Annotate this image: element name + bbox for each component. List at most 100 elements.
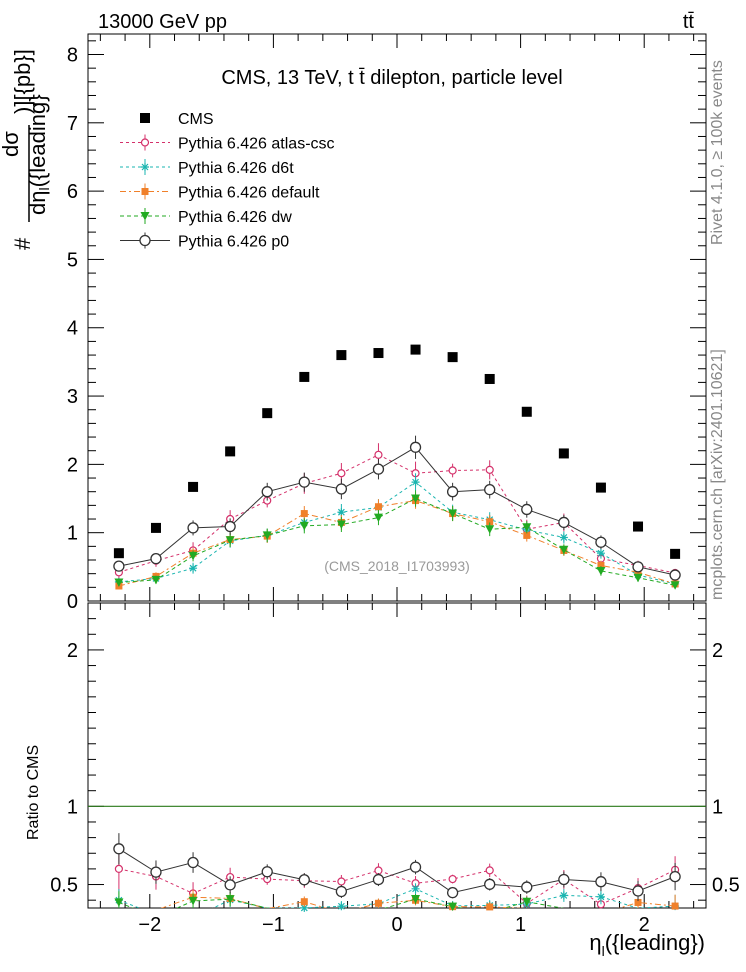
point-p0: [632, 561, 644, 573]
legend: CMS Pythia 6.426 atlas-csc Pythia 6.426 d6…: [120, 111, 335, 251]
cms-data-point: [262, 408, 273, 419]
ratio-point-atlascsc: [374, 866, 383, 875]
ratio-point-d6t: [300, 903, 309, 912]
point-dw: [411, 494, 421, 504]
main-y-tick-label: 5: [67, 249, 78, 271]
point-default: [486, 518, 494, 526]
main-y-tick-label: 7: [67, 113, 78, 135]
legend-marker: [140, 138, 150, 147]
cms-data-point: [225, 446, 236, 457]
ratio-y-tick-label-left: 2: [67, 640, 78, 662]
legend-entry-dw: Pythia 6.426 dw: [120, 208, 292, 226]
legend-label: Pythia 6.426 p0: [178, 234, 289, 251]
legend-label: Pythia 6.426 atlas-csc: [178, 136, 335, 153]
ratio-point-d6t: [596, 892, 605, 901]
legend-entry-p0: Pythia 6.426 p0: [120, 232, 289, 251]
ratio-point-p0: [669, 870, 681, 883]
mcplots-label: mcplots.cern.ch [arXiv:2401.10621]: [709, 349, 726, 600]
series-line-atlascsc: [118, 454, 676, 574]
series-line-dw: [118, 497, 676, 586]
point-p0: [113, 560, 125, 572]
ratio-y-tick-label-right: 1: [712, 796, 723, 818]
cms-data-point: [336, 350, 347, 361]
point-p0: [298, 476, 310, 488]
ratio-point-p0: [298, 874, 310, 886]
ratio-point-p0: [335, 885, 348, 898]
ratio-point-p0: [261, 866, 273, 878]
x-tick-label: −2: [138, 914, 161, 936]
x-tick-label: −1: [262, 914, 285, 936]
main-y-tick-label: 4: [67, 318, 78, 340]
point-dw: [522, 523, 532, 532]
point-dw: [225, 536, 235, 545]
header-process-label: tt̄: [683, 11, 695, 33]
point-dw: [114, 578, 124, 588]
ratio-point-p0: [521, 881, 533, 893]
ratio-y-tick-label-right: 2: [712, 640, 723, 662]
cms-data-point: [373, 348, 384, 359]
point-default: [374, 503, 382, 511]
ratio-point-p0: [224, 879, 236, 891]
point-p0: [446, 486, 459, 498]
point-p0: [521, 503, 533, 516]
header-energy-label: 13000 GeV pp: [98, 11, 227, 33]
legend-entry-atlascsc: Pythia 6.426 atlas-csc: [120, 134, 335, 153]
point-p0: [224, 520, 236, 533]
ratio-point-dw: [522, 897, 532, 907]
ratio-point-p0: [446, 886, 459, 899]
point-d6t: [411, 478, 420, 487]
point-dw: [596, 566, 606, 576]
ratio-panel-frame: [87, 602, 707, 909]
ratio-series-dw: [114, 891, 565, 912]
point-p0: [335, 483, 348, 495]
point-dw: [670, 581, 680, 590]
ratio-point-p0: [484, 878, 496, 890]
point-p0: [484, 483, 496, 496]
ratio-line-atlascsc: [118, 868, 676, 905]
main-y-tick-label: 6: [67, 181, 78, 203]
rivet-version-label: Rivet 4.1.0, ≥ 100k events: [709, 60, 726, 245]
series-line-d6t: [118, 481, 676, 585]
ratio-point-dw: [411, 894, 421, 904]
cms-data-point: [113, 548, 124, 559]
cms-data-point: [410, 344, 421, 355]
ratio-y-tick-label-right: 0.5: [712, 875, 740, 897]
x-tick-label: 2: [639, 914, 650, 936]
point-default: [523, 531, 531, 539]
axes-layer: −2 −1 0 1 2 0 1 2 3 4 5 6 7 8 0.5 0.5 1 1 2 2: [50, 34, 740, 936]
ratio-series-p0: [113, 833, 681, 902]
point-p0: [261, 486, 273, 498]
cms-data-point: [299, 371, 310, 382]
legend-label: Pythia 6.426 dw: [178, 209, 292, 226]
series-line-p0: [118, 446, 676, 576]
series-default: [115, 492, 679, 590]
ratio-point-default: [671, 902, 679, 910]
cms-data-point: [188, 481, 199, 492]
series-layer: [113, 344, 681, 912]
ratio-y-axis-label: Ratio to CMS: [25, 745, 42, 840]
point-p0: [150, 552, 162, 565]
cms-data-point: [484, 373, 495, 384]
ratio-point-default: [486, 903, 494, 911]
main-y-axis-label: # dσ dηl({leading} )][{pb}]: [0, 49, 52, 250]
ratio-point-atlascsc: [114, 864, 124, 873]
x-tick-label: 0: [391, 914, 402, 936]
series-line-default: [118, 500, 676, 587]
point-dw: [299, 521, 309, 531]
legend-entry-CMS: CMS: [140, 111, 214, 128]
point-atlascsc: [337, 469, 346, 478]
ratio-point-default: [300, 898, 308, 906]
ratio-point-d6t: [337, 902, 346, 911]
svg-text:)][{pb}]: )][{pb}]: [10, 49, 35, 114]
ratio-line-p0: [118, 848, 676, 894]
point-dw: [448, 509, 458, 519]
svg-text:dσ: dσ: [0, 131, 23, 157]
ratio-point-dw: [188, 896, 198, 906]
point-dw: [559, 545, 569, 555]
legend-label: CMS: [178, 111, 214, 128]
point-p0: [558, 516, 570, 529]
cms-data-point: [595, 482, 606, 493]
ratio-point-dw: [448, 902, 458, 912]
ratio-point-p0: [187, 856, 199, 869]
